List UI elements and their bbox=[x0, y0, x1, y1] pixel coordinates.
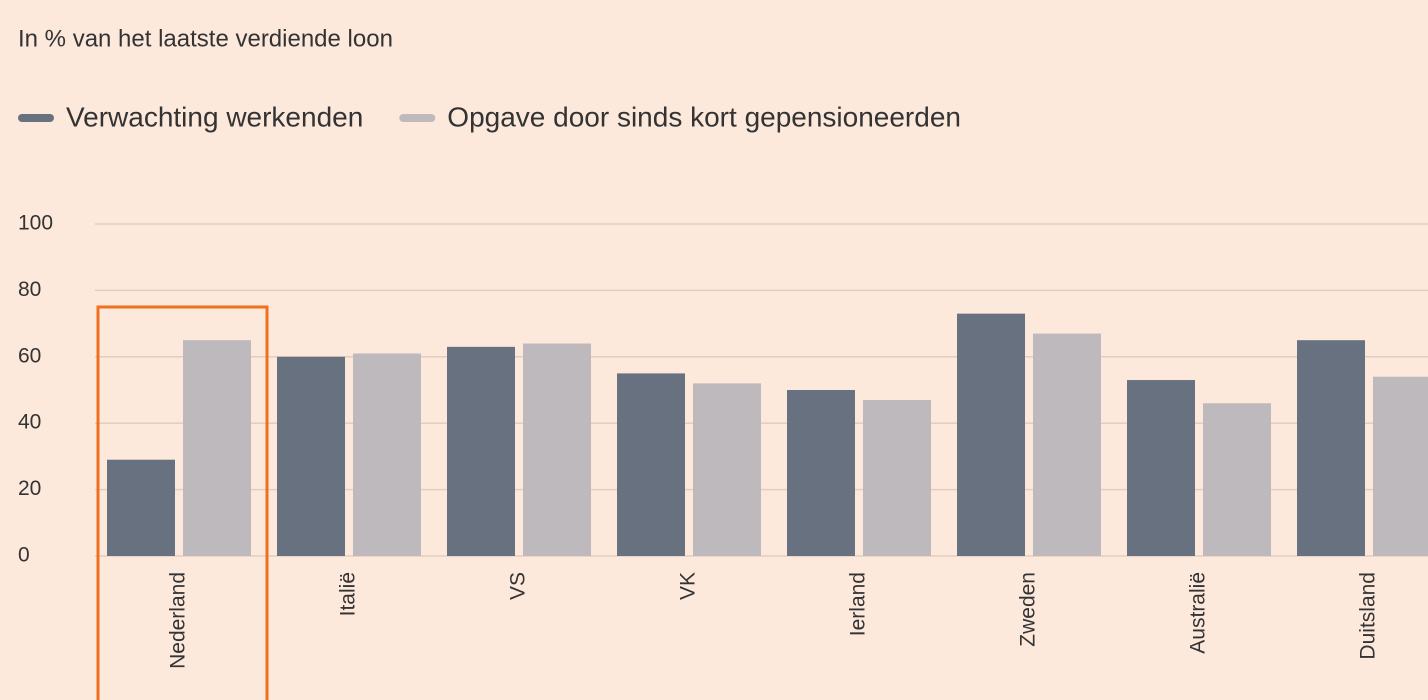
bar bbox=[693, 383, 761, 556]
bar bbox=[1297, 340, 1365, 556]
y-tick-label: 60 bbox=[18, 344, 41, 367]
bar bbox=[183, 340, 251, 556]
legend-label: Verwachting werkenden bbox=[66, 101, 363, 132]
bar bbox=[1203, 403, 1271, 556]
y-tick-label: 0 bbox=[18, 544, 30, 567]
y-tick-label: 100 bbox=[18, 212, 53, 235]
x-tick-label: VK bbox=[677, 572, 700, 600]
y-tick-label: 20 bbox=[18, 477, 41, 500]
bar bbox=[863, 399, 931, 556]
bar bbox=[1033, 333, 1101, 556]
legend-label: Opgave door sinds kort gepensioneerden bbox=[447, 101, 961, 132]
bar bbox=[277, 356, 345, 556]
bar bbox=[1373, 376, 1428, 556]
bar bbox=[787, 390, 855, 556]
x-tick-label: VS bbox=[507, 572, 530, 600]
bar bbox=[957, 313, 1025, 556]
legend-swatch bbox=[399, 114, 436, 122]
bar bbox=[447, 346, 515, 556]
highlight-box bbox=[96, 305, 269, 700]
x-tick-label: Italië bbox=[337, 572, 360, 616]
x-tick-label: Duitsland bbox=[1357, 572, 1380, 660]
x-tick-label: Zweden bbox=[1017, 572, 1040, 647]
y-tick-label: 80 bbox=[18, 278, 41, 301]
chart-title: In % van het laatste verdiende loon bbox=[18, 25, 393, 52]
y-tick-label: 40 bbox=[18, 411, 41, 434]
legend-swatch bbox=[18, 114, 54, 122]
bar bbox=[617, 373, 685, 556]
plot-area: 0 20 40 60 80 100 Nederland Italië VS VK Ierland Zw… bbox=[18, 212, 1428, 669]
bar bbox=[523, 343, 591, 556]
bar bbox=[107, 459, 175, 556]
bar bbox=[1127, 380, 1195, 556]
x-tick-label: Ierland bbox=[847, 572, 870, 636]
x-tick-label: Nederland bbox=[167, 572, 190, 669]
x-tick-label: Australië bbox=[1187, 572, 1210, 654]
bar bbox=[353, 353, 421, 556]
